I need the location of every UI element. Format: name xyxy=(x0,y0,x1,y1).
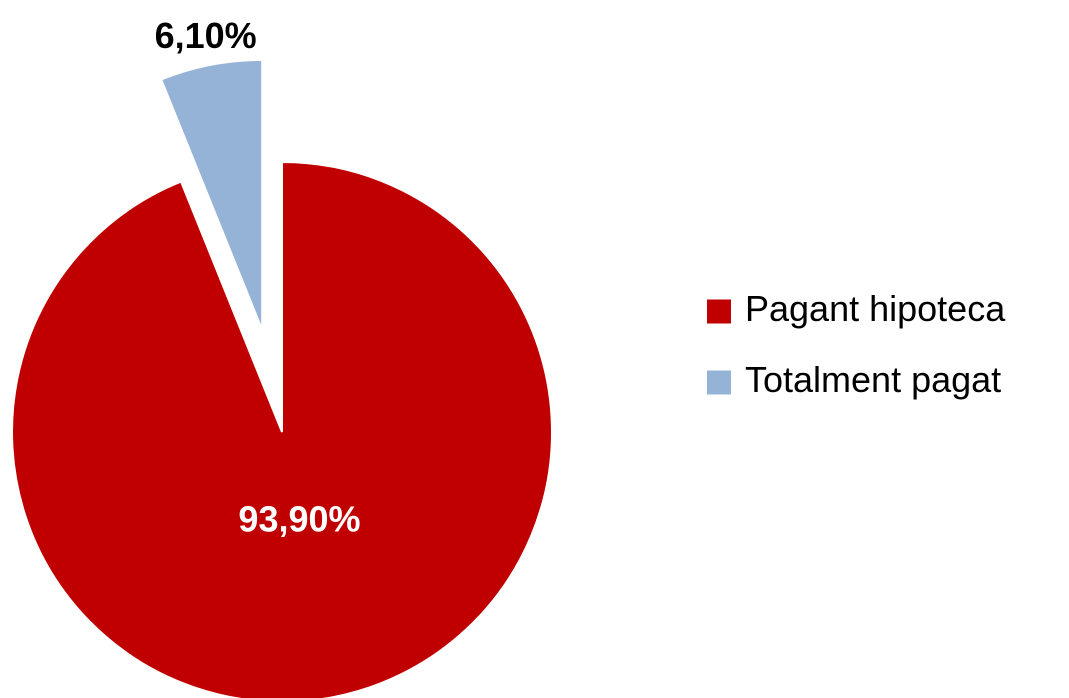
legend-swatch xyxy=(707,370,731,395)
pie-slice xyxy=(11,160,553,698)
data-label: 93,90% xyxy=(238,499,360,540)
pie-slice xyxy=(159,58,264,331)
legend-label: Totalment pagat xyxy=(745,359,1001,400)
legend-label: Pagant hipoteca xyxy=(745,288,1006,329)
legend-swatch xyxy=(707,299,731,324)
data-label: 6,10% xyxy=(155,15,257,56)
